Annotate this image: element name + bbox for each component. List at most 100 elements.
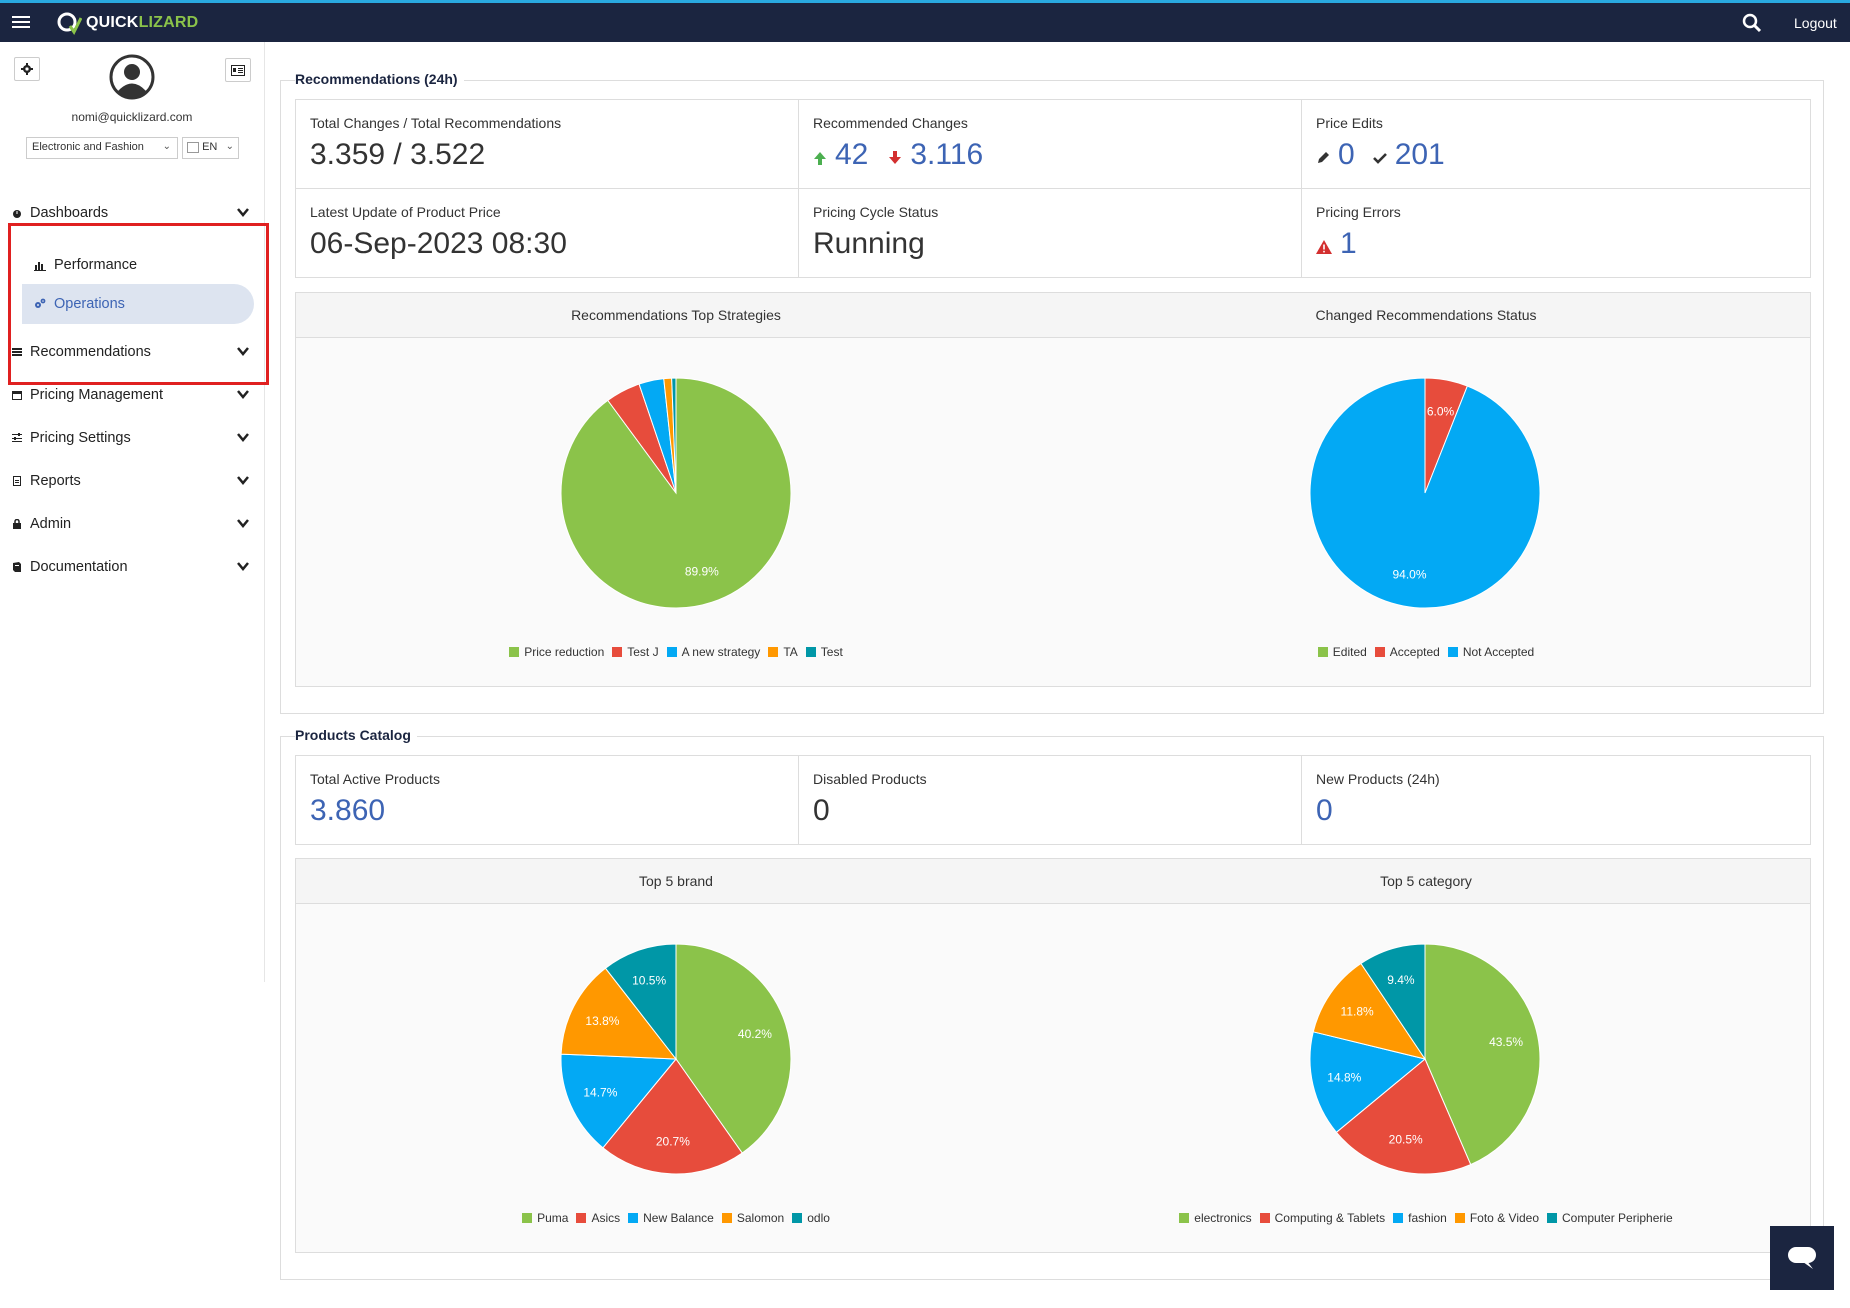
pie-slice-label: 13.8% <box>585 1014 619 1028</box>
pie-slice-foto-video[interactable] <box>1312 962 1427 1060</box>
id-card-icon <box>231 64 245 76</box>
avatar[interactable] <box>109 54 155 100</box>
brand-name: QUICKLIZARD <box>86 14 199 31</box>
nav-admin[interactable]: Admin <box>12 510 252 538</box>
pie-chart-status: 6.0% 94.0% <box>1309 377 1541 609</box>
nav-documentation[interactable]: Documentation <box>12 553 252 581</box>
search-icon[interactable] <box>1742 13 1762 33</box>
account-select[interactable]: Electronic and Fashion ⌄ <box>26 137 178 159</box>
disabled-products-value: 0 <box>813 794 830 827</box>
legend-item[interactable]: Salomon <box>721 1211 785 1225</box>
legend-item[interactable]: TA <box>768 645 798 659</box>
legend-item[interactable]: Foto & Video <box>1454 1211 1540 1225</box>
nav-pricing-settings[interactable]: Pricing Settings <box>12 424 252 452</box>
settings-button[interactable] <box>14 57 40 81</box>
language-select-value: EN <box>202 141 218 153</box>
chevron-down-icon <box>237 433 249 442</box>
pie-slice-label: 10.5% <box>632 974 666 988</box>
legend-swatch <box>768 647 779 657</box>
pie-slice-price-reduction[interactable] <box>560 377 792 609</box>
pie-slice-label: 20.5% <box>1389 1133 1423 1147</box>
nav-recommendations[interactable]: Recommendations <box>12 338 252 366</box>
nav-pricing-management[interactable]: Pricing Management <box>12 381 252 409</box>
legend-label: Price reduction <box>524 645 605 659</box>
legend-item[interactable]: Price reduction <box>509 645 604 659</box>
legend-swatch <box>628 1213 639 1223</box>
new-products-value: 0 <box>1316 794 1333 827</box>
legend-label: fashion <box>1408 1211 1447 1225</box>
chart-title-brand: Top 5 brand <box>639 873 713 889</box>
hamburger-menu-icon[interactable] <box>12 13 30 29</box>
dashboards-highlight-box <box>8 223 269 385</box>
pie-slice-label: 43.5% <box>1489 1035 1523 1049</box>
pricing-errors-card[interactable]: Pricing Errors 1 <box>1301 188 1811 278</box>
pie-slice-test[interactable] <box>671 377 677 494</box>
legend-swatch <box>1179 1213 1190 1223</box>
legend-item[interactable]: Computer Peripherie <box>1547 1211 1673 1225</box>
legend-item[interactable]: Computing & Tablets <box>1259 1211 1385 1225</box>
legend-swatch <box>1374 647 1385 657</box>
legend-swatch <box>1454 1213 1465 1223</box>
legend-swatch <box>792 1213 803 1223</box>
pie-slice-electronics[interactable] <box>1424 943 1541 1166</box>
pie-slice-asics[interactable] <box>602 1058 743 1175</box>
chart-title-strategies: Recommendations Top Strategies <box>571 307 781 323</box>
pie-slice-fashion[interactable] <box>1309 1031 1427 1134</box>
recommended-down-value: 3.116 <box>910 138 984 171</box>
legend-item[interactable]: electronics <box>1179 1211 1252 1225</box>
legend-item[interactable]: fashion <box>1393 1211 1447 1225</box>
legend-item[interactable]: Test J <box>612 645 659 659</box>
legend-label: Computer Peripherie <box>1562 1211 1673 1225</box>
pie-slice-label: 14.8% <box>1327 1071 1361 1085</box>
legend-item[interactable]: Puma <box>522 1211 568 1225</box>
pricing-errors-values: 1 <box>1316 227 1357 261</box>
legend-label: Foto & Video <box>1469 1211 1540 1225</box>
nav-dashboards[interactable]: Dashboards <box>12 199 252 227</box>
pie-slice-computer-peripherie[interactable] <box>1360 943 1426 1061</box>
price-edits-label: Price Edits <box>1316 115 1383 131</box>
chevron-down-icon: ⌄ <box>225 141 234 152</box>
legend-item[interactable]: Not Accepted <box>1447 645 1535 659</box>
legend-item[interactable]: Test <box>805 645 843 659</box>
legend-item[interactable]: Asics <box>576 1211 620 1225</box>
book-icon <box>12 562 22 572</box>
profile-card-button[interactable] <box>225 58 251 82</box>
quicklizard-logo[interactable]: QUICKLIZARD <box>56 10 198 36</box>
nav-performance[interactable]: Performance <box>22 245 254 285</box>
check-icon <box>1372 153 1387 164</box>
active-products-card: Total Active Products 3.860 <box>295 755 799 845</box>
legend-label: electronics <box>1194 1211 1252 1225</box>
legend-item[interactable]: Accepted <box>1374 645 1440 659</box>
pie-slice-salomon[interactable] <box>560 967 678 1060</box>
legend-swatch <box>522 1213 533 1223</box>
nav-documentation-label: Documentation <box>30 559 128 575</box>
legend-item[interactable]: odlo <box>792 1211 830 1225</box>
legend-category: electronics Computing & Tablets fashion Fot… <box>1046 1211 1806 1225</box>
pie-slice-new-balance[interactable] <box>560 1053 678 1149</box>
pie-slice-odlo[interactable] <box>604 943 677 1061</box>
chat-button[interactable] <box>1770 1226 1834 1290</box>
legend-label: Not Accepted <box>1462 645 1535 659</box>
legend-label: Salomon <box>736 1211 785 1225</box>
legend-item[interactable]: New Balance <box>628 1211 714 1225</box>
pie-slice-puma[interactable] <box>675 943 792 1154</box>
legend-item[interactable]: A new strategy <box>666 645 760 659</box>
legend-label: Accepted <box>1389 645 1440 659</box>
nav-operations[interactable]: Operations <box>22 284 254 324</box>
account-select-value: Electronic and Fashion <box>32 141 144 153</box>
recommended-changes-values: 42 3.116 <box>813 138 983 172</box>
user-email: nomi@quicklizard.com <box>71 110 193 124</box>
pie-slice-computing-tablets[interactable] <box>1335 1058 1472 1175</box>
legend-item[interactable]: Edited <box>1317 645 1367 659</box>
pie-slice-not-accepted[interactable] <box>1309 377 1541 609</box>
legend-swatch <box>612 647 623 657</box>
nav-reports[interactable]: Reports <box>12 467 252 495</box>
legend-swatch <box>1447 647 1458 657</box>
logout-link[interactable]: Logout <box>1794 15 1837 31</box>
language-select[interactable]: EN ⌄ <box>182 137 239 159</box>
catalog-charts-panel: Top 5 brand Top 5 category 40.2% 20.7% 14.… <box>295 858 1811 1253</box>
legend-swatch <box>576 1213 587 1223</box>
recommendations-title: Recommendations (24h) <box>295 71 464 87</box>
total-changes-card: Total Changes / Total Recommendations 3.… <box>295 99 799 189</box>
pie-slice-label: 11.8% <box>1341 1005 1374 1019</box>
